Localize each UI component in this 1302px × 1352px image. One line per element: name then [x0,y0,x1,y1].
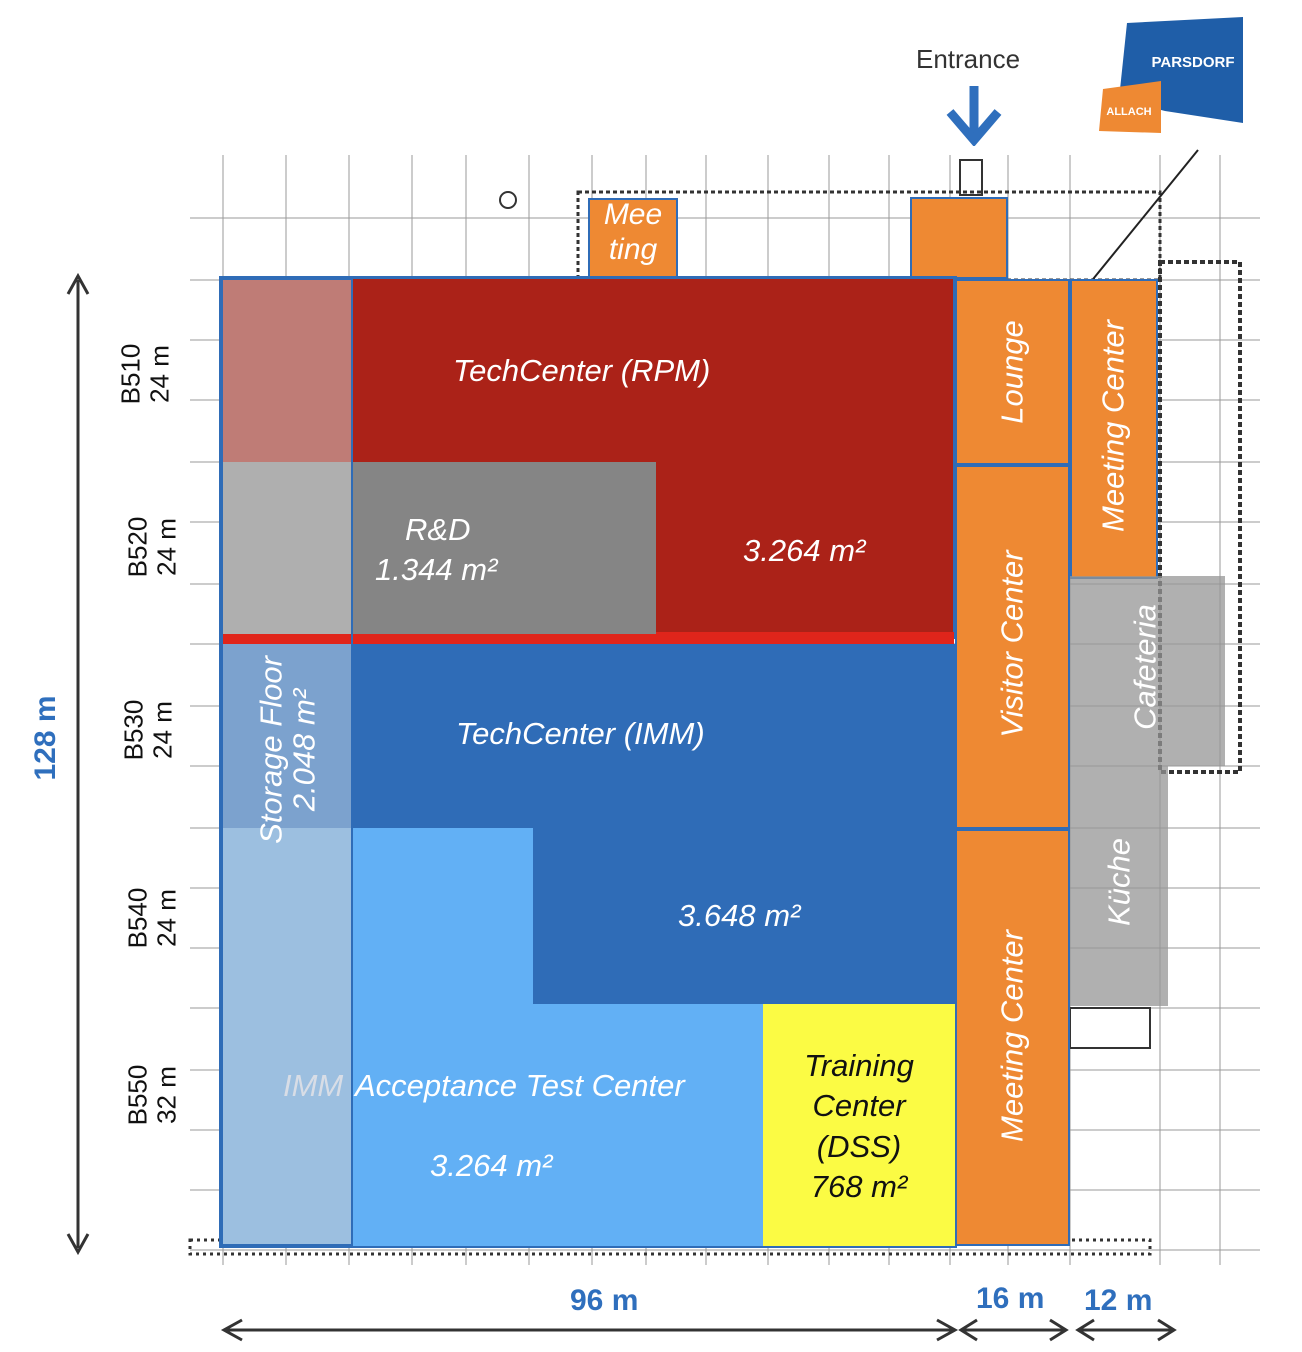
visitor-center-zone [955,465,1070,829]
storage-floor-outline [221,278,353,1246]
training-center-zone [763,1004,955,1246]
storage-b510 [221,278,351,462]
red-divider [222,632,954,644]
storage-b540-b550 [221,828,351,1246]
imm-prefix-label: IMM [283,1068,344,1103]
lounge-zone [955,279,1070,465]
width-main-dimension-label: 96 m [570,1284,639,1317]
width-mid-dimension-label: 16 m [976,1282,1045,1315]
rpm-area-label: 3.264 m² [743,533,866,568]
width-right-dimension-label: 12 m [1084,1284,1153,1317]
rd-label: R&D [405,512,471,547]
cafeteria-zone [1070,576,1225,766]
entrance-foyer [910,197,1008,279]
training-center-label: Training Center (DSS) 768 m² [804,1048,914,1204]
acceptance-test-zone-upper [351,828,533,1006]
kuche-zone [1070,766,1168,1006]
logo-sub: ALLACH [1106,106,1151,118]
techcenter-rpm-label: TechCenter (RPM) [453,353,711,388]
logo-name: PARSDORF [1151,54,1234,71]
meeting-center-bottom-zone [955,829,1070,1246]
parsdorf-logo: PARSDORF ALLACH [1099,17,1243,133]
meeting-room-small-label: Mee ting [603,198,663,266]
acceptance-label: Acceptance Test Center [355,1068,685,1103]
techcenter-imm-label: TechCenter (IMM) [456,716,705,751]
rd-area-label: 1.344 m² [375,552,498,587]
storage-b520 [221,462,351,634]
storage-b530 [221,644,351,828]
imm-area-label: 3.648 m² [678,898,801,933]
entrance-label: Entrance [916,44,1021,74]
rd-zone [351,462,656,634]
acceptance-area-label: 3.264 m² [430,1148,553,1183]
height-dimension-label: 128 m [29,695,62,781]
entrance-arrow-icon [946,86,1002,146]
